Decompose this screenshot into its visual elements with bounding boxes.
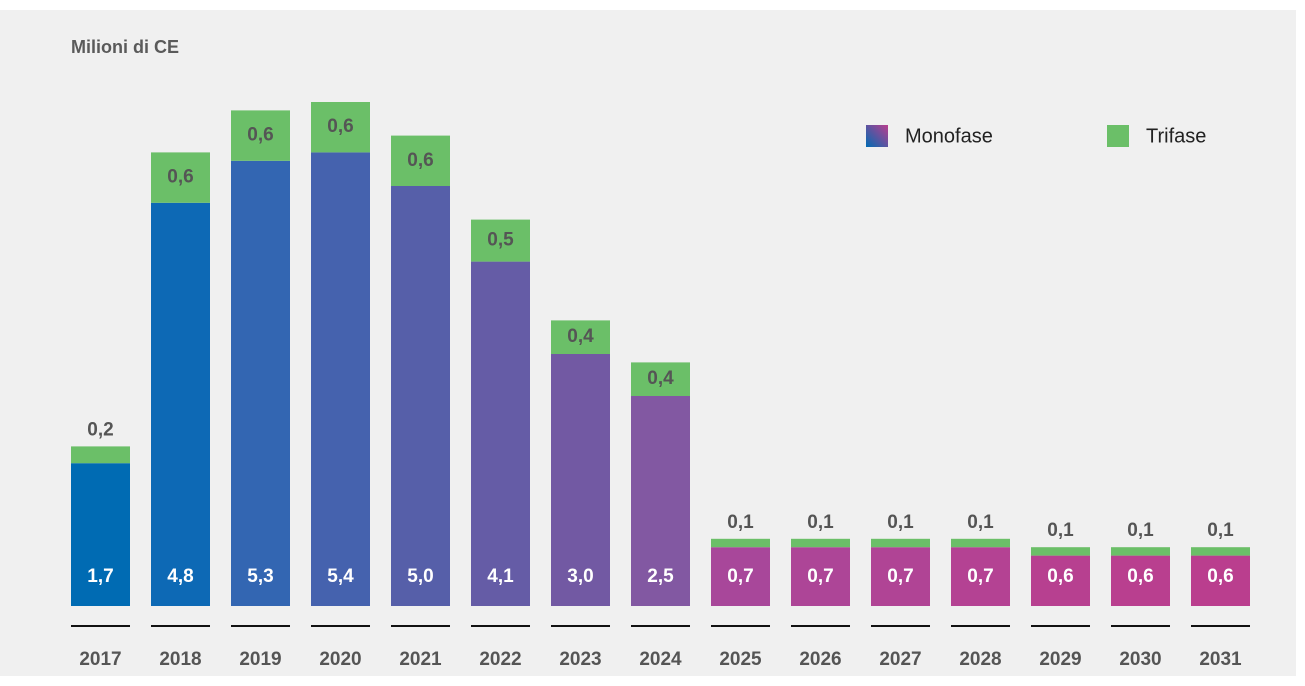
legend-label: Monofase xyxy=(905,125,993,147)
bar-segment xyxy=(791,538,850,548)
value-label: 5,3 xyxy=(247,566,273,587)
value-label: 0,7 xyxy=(727,566,753,587)
value-label: 0,5 xyxy=(487,230,514,251)
bar-segment xyxy=(71,463,130,606)
value-label: 0,6 xyxy=(167,167,193,188)
bar-segment xyxy=(951,538,1010,548)
x-tick-label: 2027 xyxy=(879,649,921,670)
value-label: 0,1 xyxy=(967,512,994,533)
bar-segment xyxy=(1191,555,1250,606)
value-label: 2,5 xyxy=(647,566,674,587)
value-label: 0,6 xyxy=(327,116,353,137)
bar-segment xyxy=(791,547,850,606)
value-label: 0,7 xyxy=(887,566,913,587)
value-label: 0,1 xyxy=(1047,520,1074,541)
x-tick-label: 2028 xyxy=(959,649,1001,670)
bar-segment xyxy=(951,547,1010,606)
bar-segment xyxy=(871,547,930,606)
bar-segment xyxy=(1111,547,1170,556)
bar-segment xyxy=(391,135,450,186)
bar-segment xyxy=(151,152,210,203)
value-label: 0,7 xyxy=(807,566,833,587)
value-label: 5,4 xyxy=(327,566,354,587)
value-label: 0,7 xyxy=(967,566,993,587)
value-label: 4,8 xyxy=(167,566,193,587)
x-tick-label: 2029 xyxy=(1039,649,1081,670)
x-tick-label: 2023 xyxy=(559,649,601,670)
bar-segment xyxy=(311,152,370,606)
x-tick-label: 2026 xyxy=(799,649,841,670)
x-tick-label: 2022 xyxy=(479,649,521,670)
bar-segment xyxy=(151,202,210,607)
bar-segment xyxy=(551,354,610,606)
bar-segment xyxy=(1031,547,1090,556)
value-label: 0,6 xyxy=(247,125,273,146)
bar-segment xyxy=(71,446,130,464)
value-label: 0,1 xyxy=(1127,520,1154,541)
value-label: 4,1 xyxy=(487,566,514,587)
bar-segment xyxy=(1031,555,1090,606)
bar-segment xyxy=(471,219,530,262)
value-label: 0,2 xyxy=(87,419,113,440)
value-label: 0,6 xyxy=(1047,566,1073,587)
chart-title: Milioni di CE xyxy=(71,37,179,57)
x-tick-label: 2020 xyxy=(319,649,361,670)
x-tick-label: 2017 xyxy=(79,649,121,670)
x-tick-label: 2021 xyxy=(399,649,442,670)
bar-segment xyxy=(231,110,290,161)
bar-segment xyxy=(711,547,770,606)
value-label: 0,4 xyxy=(567,326,594,347)
legend-label: Trifase xyxy=(1146,125,1206,147)
value-label: 3,0 xyxy=(567,566,593,587)
value-label: 0,6 xyxy=(407,150,433,171)
value-label: 0,4 xyxy=(647,368,674,389)
value-label: 0,1 xyxy=(1207,520,1234,541)
bar-segment xyxy=(471,261,530,606)
value-label: 0,1 xyxy=(807,512,834,533)
value-label: 0,1 xyxy=(887,512,914,533)
value-label: 0,1 xyxy=(727,512,754,533)
x-tick-label: 2031 xyxy=(1199,649,1242,670)
x-tick-label: 2018 xyxy=(159,649,201,670)
bar-segment xyxy=(631,362,690,396)
value-label: 1,7 xyxy=(87,566,113,587)
x-tick-label: 2024 xyxy=(639,649,682,670)
bar-segment xyxy=(391,186,450,606)
bar-segment xyxy=(231,160,290,607)
x-tick-label: 2019 xyxy=(239,649,281,670)
bar-segment xyxy=(711,538,770,548)
legend-swatch xyxy=(1107,125,1129,147)
bar-segment xyxy=(551,320,610,354)
value-label: 0,6 xyxy=(1207,566,1233,587)
value-label: 0,6 xyxy=(1127,566,1153,587)
value-label: 5,0 xyxy=(407,566,433,587)
x-tick-label: 2030 xyxy=(1119,649,1161,670)
legend-swatch xyxy=(866,125,888,147)
bar-segment xyxy=(631,396,690,606)
bar-segment xyxy=(311,102,370,153)
bar-segment xyxy=(1191,547,1250,556)
bar-segment xyxy=(1111,555,1170,606)
x-tick-label: 2025 xyxy=(719,649,762,670)
bar-segment xyxy=(871,538,930,548)
